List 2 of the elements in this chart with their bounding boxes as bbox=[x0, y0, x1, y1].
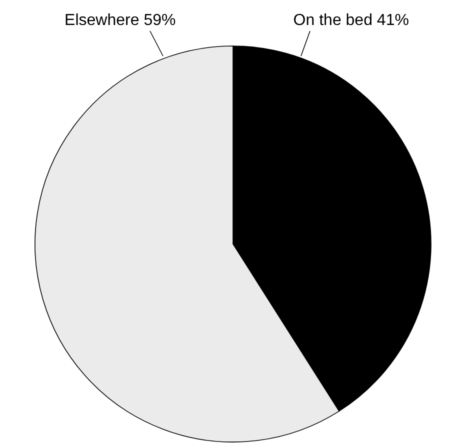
slice-label: Elsewhere 59% bbox=[64, 12, 176, 29]
slice-label: On the bed 41% bbox=[293, 12, 409, 29]
